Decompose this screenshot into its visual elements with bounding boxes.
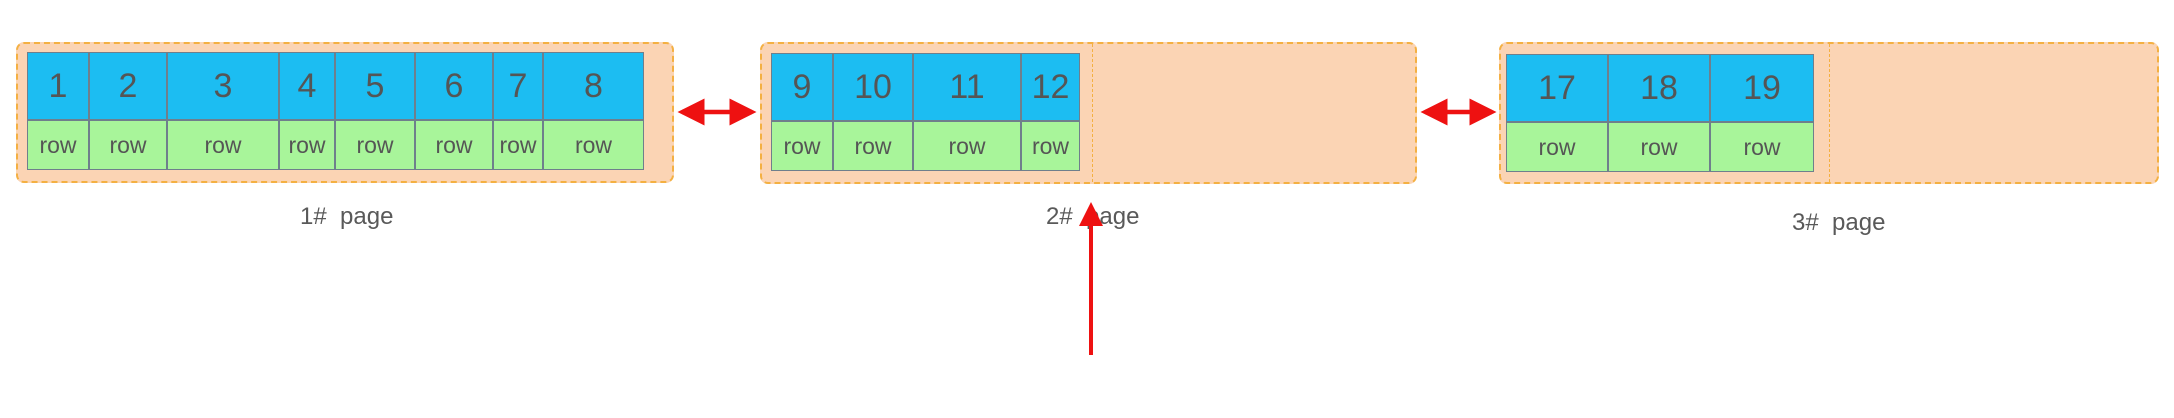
page-2-row-cell: row xyxy=(913,121,1021,171)
page-2-key-cell: 10 xyxy=(833,53,913,121)
page-2-row-cell: row xyxy=(1021,121,1080,171)
page-2-row-cell: row xyxy=(833,121,913,171)
page-1-key-cell: 3 xyxy=(167,52,279,120)
page-3-key-cell: 18 xyxy=(1608,54,1710,122)
page-1-row-cell: row xyxy=(415,120,493,170)
page-1-key-cell: 6 xyxy=(415,52,493,120)
page-1-label: 1# page xyxy=(300,203,394,230)
page-1-row-cell: row xyxy=(89,120,167,170)
page-2: 9 row 10 row 11 row 12 row xyxy=(760,42,1417,184)
page-2-label: 2# page xyxy=(1046,203,1140,230)
page-3-key-cell: 17 xyxy=(1506,54,1608,122)
page-1-row-cell: row xyxy=(543,120,644,170)
page-3-key-cell: 19 xyxy=(1710,54,1814,122)
page-2-key-cell: 9 xyxy=(771,53,833,121)
page-midline xyxy=(1092,44,1093,182)
page-3-row-cell: row xyxy=(1608,122,1710,172)
page-midline xyxy=(1829,44,1830,182)
page-1-key-cell: 2 xyxy=(89,52,167,120)
page-1-row-cell: row xyxy=(279,120,335,170)
page-1-row-cell: row xyxy=(27,120,89,170)
page-2-key-cell: 11 xyxy=(913,53,1021,121)
page-1-key-cell: 4 xyxy=(279,52,335,120)
page-2-row-cell: row xyxy=(771,121,833,171)
page-3-label: 3# page xyxy=(1792,209,1886,236)
page-1-key-cell: 1 xyxy=(27,52,89,120)
page-1-key-cell: 5 xyxy=(335,52,415,120)
page-1: 1 row 2 row 3 row 4 row 5 row 6 row 7 ro… xyxy=(16,42,674,183)
page-1-row-cell: row xyxy=(167,120,279,170)
page-1-row-cell: row xyxy=(335,120,415,170)
page-1-key-cell: 8 xyxy=(543,52,644,120)
page-2-key-cell: 12 xyxy=(1021,53,1080,121)
page-1-row-cell: row xyxy=(493,120,543,170)
page-3: 17 row 18 row 19 row xyxy=(1499,42,2159,184)
page-3-row-cell: row xyxy=(1710,122,1814,172)
page-1-key-cell: 7 xyxy=(493,52,543,120)
page-3-row-cell: row xyxy=(1506,122,1608,172)
